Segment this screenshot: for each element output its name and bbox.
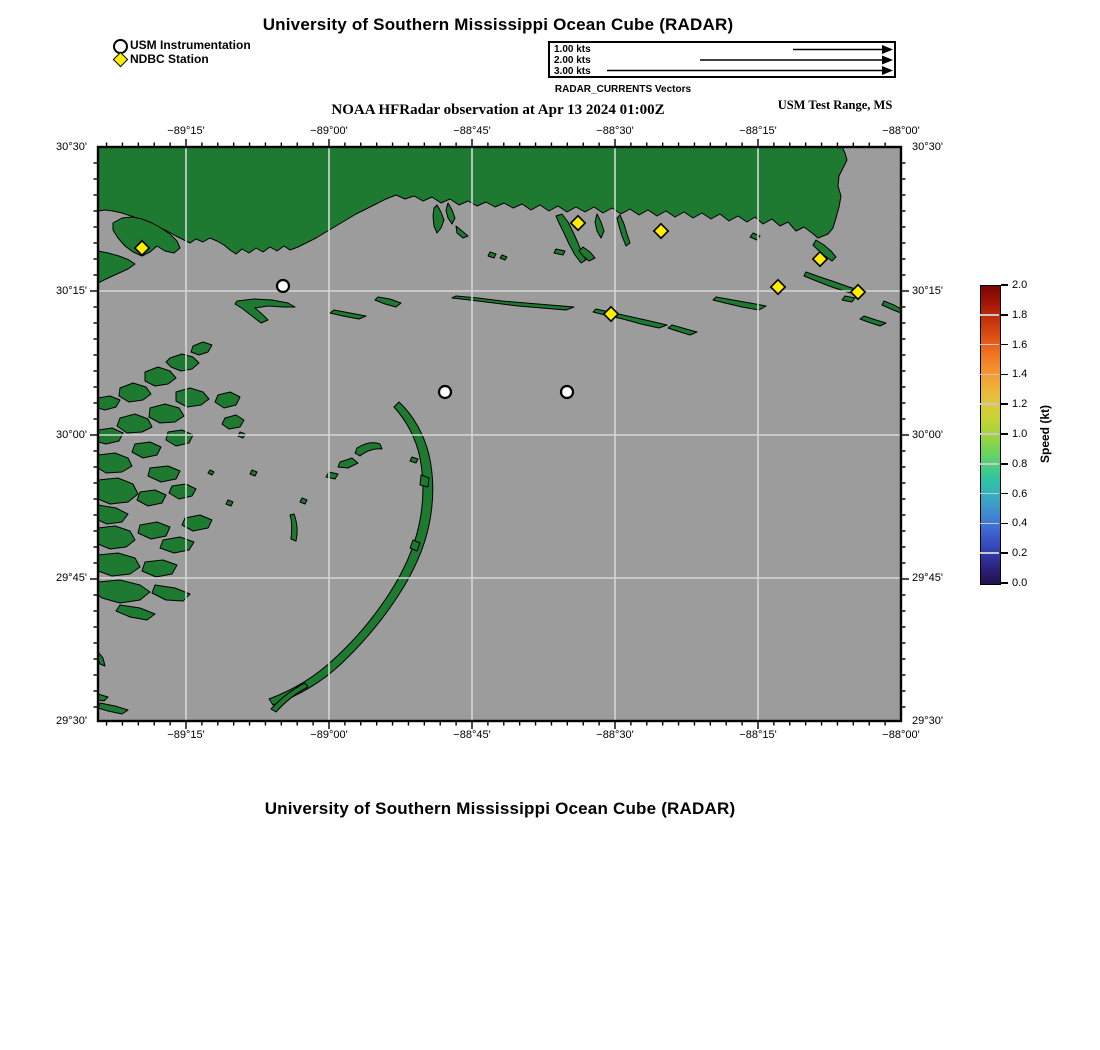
lon-tick-label-top: −88°00'	[882, 125, 920, 137]
lake-peninsula	[112, 216, 181, 257]
colorbar-tick-label: 0.6	[1012, 487, 1028, 500]
colorbar-gridline	[980, 463, 999, 465]
colorbar-tick	[1000, 403, 1008, 405]
colorbar-tick-label: 1.2	[1012, 398, 1028, 411]
colorbar-tick	[1000, 314, 1008, 316]
lat-tick-label-left: 30°00'	[56, 429, 87, 441]
vector-scale-caption: RADAR_CURRENTS Vectors	[554, 84, 692, 95]
lon-tick-label-bottom: −88°30'	[596, 729, 634, 741]
petit-bois-island	[712, 296, 767, 311]
ndbc-station-marker	[133, 239, 151, 257]
colorbar-tick	[1000, 343, 1008, 346]
colorbar-tick-label: 0.8	[1012, 457, 1028, 470]
lon-tick-label-top: −89°00'	[310, 125, 348, 137]
colorbar-tick-label: 0.4	[1012, 517, 1028, 530]
footer-title: University of Southern Mississippi Ocean…	[264, 799, 736, 818]
colorbar-gridline	[980, 433, 999, 435]
legend-usm-label: USM Instrumentation	[130, 38, 251, 52]
usm-instrumentation-marker	[437, 384, 453, 400]
colorbar-tick	[1000, 284, 1008, 286]
ndbc-station-marker	[769, 278, 787, 296]
colorbar-tick	[1000, 492, 1008, 495]
colorbar-gradient	[980, 285, 1001, 585]
colorbar-gridline	[980, 522, 999, 525]
colorbar-gridline	[980, 403, 999, 405]
lon-tick-label-top: −88°15'	[739, 125, 777, 137]
vector-scale-box: 1.00 kts 2.00 kts 3.00 kts	[548, 41, 896, 78]
colorbar-gridline	[980, 343, 999, 346]
lon-tick-label-bottom: −88°45'	[453, 729, 491, 741]
colorbar-tick	[1000, 463, 1008, 465]
colorbar-tick-label: 0.0	[1012, 577, 1028, 589]
graticule-gridlines	[98, 147, 901, 721]
ndbc-station-marker	[602, 305, 620, 323]
lat-tick-label-left: 30°15'	[56, 285, 87, 297]
map-frame	[96, 145, 903, 723]
chandeleur-islands	[268, 401, 434, 706]
vector-scale-arrows	[607, 45, 893, 75]
colorbar-tick	[1000, 433, 1008, 435]
ndbc-station-marker	[849, 283, 867, 301]
vector-scale-2kt-label: 2.00 kts	[554, 55, 591, 66]
south-shore-wedge	[98, 250, 136, 284]
lat-tick-label-left: 29°30'	[56, 715, 87, 727]
lat-tick-label-right: 30°00'	[912, 429, 943, 441]
colorbar-axis-label: Speed (kt)	[1038, 405, 1052, 464]
colorbar-tick-label: 1.6	[1012, 338, 1028, 351]
ndbc-station-marker	[811, 250, 829, 268]
scale-arrow-head-icon	[882, 45, 893, 54]
page-title: University of Southern Mississippi Ocean…	[262, 15, 734, 34]
ship-island	[451, 295, 575, 311]
colorbar-gridline	[980, 373, 999, 376]
colorbar-tick	[1000, 522, 1008, 525]
lon-tick-label-bottom: −88°00'	[882, 729, 920, 741]
cat-island	[234, 298, 296, 324]
colorbar-gridline	[980, 492, 999, 495]
observation-subtitle: NOAA HFRadar observation at Apr 13 2024 …	[331, 102, 665, 118]
lon-tick-label-top: −88°45'	[453, 125, 491, 137]
colorbar-tick-label: 1.0	[1012, 428, 1028, 440]
lon-tick-label-bottom: −88°15'	[739, 729, 777, 741]
colorbar-gridline	[980, 314, 999, 316]
scale-arrow-head-icon	[882, 55, 893, 65]
colorbar-tick	[1000, 582, 1008, 584]
lat-tick-label-right: 29°30'	[912, 715, 943, 727]
colorbar-gridline	[980, 552, 999, 554]
lat-tick-label-right: 29°45'	[912, 572, 943, 584]
station-markers	[133, 214, 867, 400]
ndbc-station-marker	[569, 214, 587, 232]
lon-tick-label-top: −88°30'	[596, 125, 634, 137]
colorbar-tick	[1000, 552, 1008, 554]
region-label: USM Test Range, MS	[777, 98, 893, 112]
lat-tick-label-right: 30°15'	[912, 285, 943, 297]
lon-tick-label-bottom: −89°00'	[310, 729, 348, 741]
lat-tick-label-left: 30°30'	[56, 141, 87, 153]
scale-arrow-head-icon	[882, 66, 893, 75]
vector-scale-3kt-label: 3.00 kts	[554, 66, 591, 77]
lon-tick-label-bottom: −89°15'	[167, 729, 205, 741]
coastal-map	[90, 139, 909, 729]
lat-tick-label-right: 30°30'	[912, 141, 943, 153]
colorbar-tick-label: 2.0	[1012, 279, 1028, 291]
colorbar-tick-label: 1.4	[1012, 368, 1028, 381]
colorbar-tick	[1000, 373, 1008, 376]
usm-instrumentation-marker	[275, 278, 291, 294]
legend-diamond-icon	[112, 51, 129, 68]
lon-tick-label-top: −89°15'	[167, 125, 205, 137]
colorbar-tick-label: 0.2	[1012, 547, 1028, 560]
ndbc-station-marker	[652, 222, 670, 240]
colorbar-tick-label: 1.8	[1012, 308, 1028, 321]
usm-instrumentation-marker	[559, 384, 575, 400]
vector-scale-1kt-label: 1.00 kts	[554, 44, 591, 55]
legend-ndbc-label: NDBC Station	[130, 52, 209, 66]
lat-tick-label-left: 29°45'	[56, 572, 87, 584]
